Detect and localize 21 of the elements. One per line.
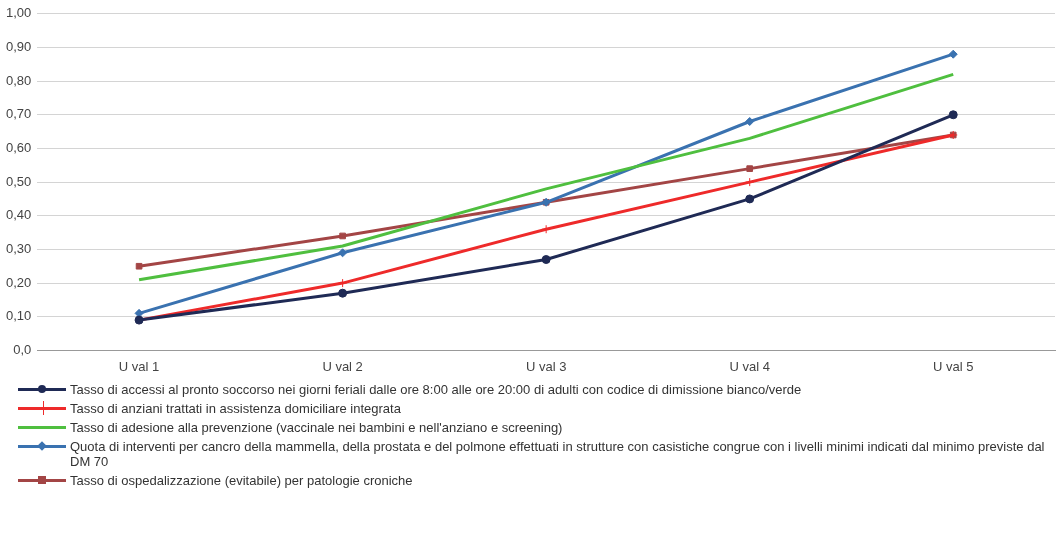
- legend-label: Quota di interventi per cancro della mammella, della prostata e del polmone effettuati in strutture con casistiche congrue con i livelli minimi indicati dal minimo previste dal DM 70: [70, 439, 1046, 469]
- legend-label: Tasso di ospedalizzazione (evitabile) per patologie croniche: [70, 473, 413, 488]
- y-tick-label: 0,70: [5, 106, 32, 122]
- legend-label: Tasso di anziani trattati in assistenza domiciliare integrata: [70, 401, 401, 416]
- x-tick-label: U val 5: [933, 358, 974, 374]
- y-tick-label: 0,90: [5, 39, 32, 55]
- y-tick-label: 0,10: [5, 308, 32, 324]
- y-tick-label: 0,20: [5, 274, 32, 290]
- y-tick-label: 0,60: [5, 140, 32, 156]
- x-tick-label: U val 1: [118, 358, 160, 374]
- y-tick-label: 0,80: [5, 72, 32, 88]
- y-tick-label: 0,40: [5, 207, 32, 223]
- y-tick-label: 1,00: [5, 5, 32, 21]
- y-tick-label: 0,0: [13, 341, 32, 357]
- x-tick-label: U val 2: [322, 358, 363, 374]
- x-tick-label: U val 4: [729, 358, 770, 374]
- legend-label: Tasso di adesione alla prevenzione (vaccinale nei bambini e nell'anziano e screening): [70, 420, 563, 435]
- legend-label: Tasso di accessi al pronto soccorso nei giorni feriali dalle ore 8:00 alle ore 20:00 di adulti con codice di dimissione bianco/verde: [70, 382, 802, 397]
- y-tick-label: 0,30: [5, 241, 32, 256]
- y-tick-label: 0,50: [5, 173, 32, 189]
- x-tick-label: U val 3: [525, 358, 567, 374]
